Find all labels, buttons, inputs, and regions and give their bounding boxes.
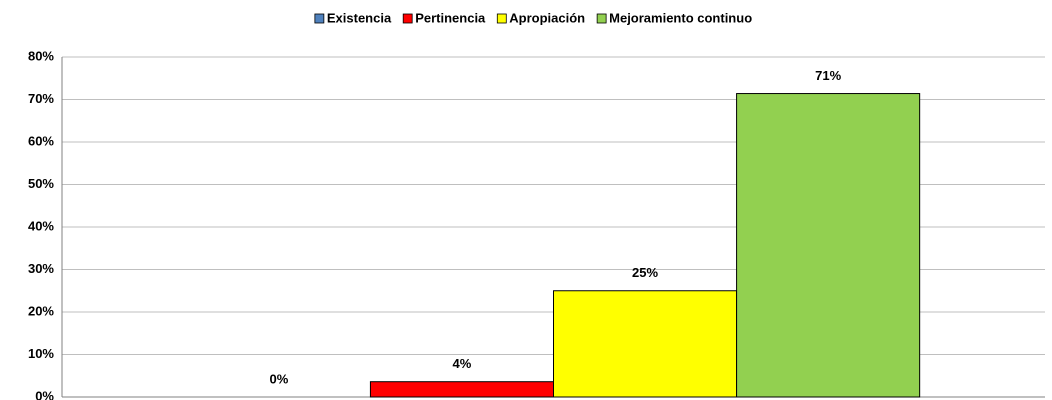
y-tick-label: 70% [28,91,54,106]
value-label: 0% [269,371,288,386]
y-tick-label: 80% [28,48,54,63]
legend-label: Existencia [327,10,392,25]
value-label: 25% [632,265,658,280]
bar [736,93,921,398]
value-label: 4% [453,356,472,371]
legend-swatch [314,13,325,24]
legend-label: Apropiación [509,10,585,25]
y-tick-label: 10% [28,346,54,361]
bar [369,381,555,398]
legend-swatch [596,13,607,24]
legend-swatch [402,13,413,24]
legend-label: Mejoramiento continuo [609,10,752,25]
bar [553,290,738,398]
y-tick-label: 30% [28,261,54,276]
legend: Existencia Pertinencia Apropiación Mejorami… [314,10,752,25]
y-tick-label: 40% [28,218,54,233]
legend-label: Pertinencia [415,10,486,25]
value-label: 71% [815,68,841,83]
y-tick-label: 60% [28,133,54,148]
y-tick-label: 0% [35,388,54,400]
legend-swatch [496,13,507,24]
y-tick-label: 50% [28,176,54,191]
y-tick-label: 20% [28,303,54,318]
